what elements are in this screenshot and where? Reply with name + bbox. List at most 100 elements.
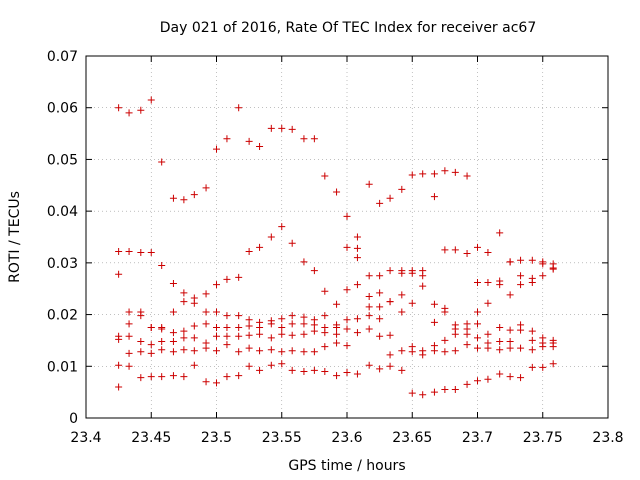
data-point: [408, 348, 416, 356]
data-point: [517, 374, 525, 382]
data-point: [213, 347, 220, 355]
data-point: [343, 325, 351, 333]
data-point: [169, 348, 177, 356]
data-point: [147, 324, 155, 331]
data-point: [300, 367, 308, 375]
data-point: [245, 247, 253, 255]
data-point: [288, 331, 296, 339]
data-point: [223, 324, 231, 331]
data-point: [180, 346, 188, 354]
data-point: [376, 365, 384, 373]
data-point: [278, 324, 286, 331]
data-point: [213, 379, 220, 387]
data-point: [365, 292, 373, 300]
data-point: [517, 256, 525, 264]
data-point: [278, 124, 286, 132]
data-point: [137, 106, 145, 114]
data-point: [517, 344, 525, 352]
data-point: [235, 312, 243, 320]
data-point: [474, 320, 481, 328]
data-point: [169, 372, 177, 380]
data-point: [310, 321, 318, 329]
data-point: [137, 337, 145, 345]
data-point: [430, 193, 438, 201]
data-point: [430, 300, 438, 308]
data-point: [353, 315, 361, 323]
data-point: [235, 324, 243, 331]
data-point: [376, 272, 384, 280]
data-point: [333, 188, 341, 196]
y-tick-label: 0.06: [47, 101, 78, 117]
data-point: [528, 346, 536, 354]
data-point: [451, 386, 459, 394]
x-tick-label: 23.8: [592, 430, 623, 446]
data-point: [245, 362, 253, 370]
y-axis-label: ROTI / TECUs: [7, 191, 23, 283]
data-point: [430, 347, 438, 355]
data-point: [223, 135, 231, 143]
data-point: [376, 315, 384, 323]
data-point: [158, 373, 166, 381]
data-point: [213, 308, 220, 316]
data-point: [256, 324, 264, 331]
data-point: [386, 351, 394, 359]
data-point: [430, 318, 438, 326]
data-point: [496, 370, 504, 378]
data-point: [484, 344, 492, 352]
data-point: [267, 361, 275, 369]
data-point: [549, 265, 557, 273]
data-point: [115, 247, 123, 255]
data-point: [202, 378, 210, 386]
data-point: [321, 329, 329, 337]
data-point: [300, 135, 308, 143]
data-point: [333, 300, 341, 308]
data-point: [496, 229, 504, 237]
x-tick-label: 23.55: [262, 430, 302, 446]
data-point: [115, 104, 123, 112]
data-point: [353, 370, 361, 378]
data-point: [451, 168, 459, 176]
data-point: [517, 281, 525, 289]
data-point: [288, 312, 296, 320]
data-point: [235, 273, 243, 281]
data-point: [549, 343, 557, 351]
data-point: [474, 344, 481, 352]
data-point: [147, 96, 155, 104]
data-point: [180, 334, 188, 342]
y-tick-label: 0.04: [47, 204, 78, 220]
data-point: [202, 290, 210, 298]
data-point: [158, 158, 166, 166]
data-point: [506, 337, 514, 345]
data-point: [539, 260, 547, 268]
data-point: [180, 373, 188, 381]
data-point: [398, 308, 406, 316]
data-point: [321, 287, 329, 295]
data-point: [169, 329, 177, 337]
y-tick-labels: 0 0.01 0.02 0.03 0.04 0.05 0.06 0.07: [47, 49, 78, 427]
data-point: [353, 254, 361, 262]
data-point: [496, 281, 504, 289]
data-point: [353, 329, 361, 337]
data-point: [125, 109, 133, 117]
data-point: [365, 303, 373, 311]
data-point: [147, 373, 155, 381]
data-point: [115, 335, 123, 343]
data-point: [180, 327, 188, 335]
data-point: [484, 249, 492, 257]
data-point: [451, 347, 459, 355]
data-point: [419, 391, 427, 399]
data-point: [300, 348, 308, 356]
data-point: [365, 180, 373, 188]
data-point: [506, 258, 514, 266]
data-point: [278, 348, 286, 356]
data-point: [528, 363, 536, 371]
data-point: [528, 256, 536, 264]
data-point: [528, 327, 536, 335]
data-point: [484, 279, 492, 287]
x-tick-label: 23.7: [462, 430, 493, 446]
data-point: [365, 325, 373, 333]
y-tick-label: 0: [69, 411, 78, 427]
x-tick-label: 23.6: [331, 430, 362, 446]
data-point: [474, 279, 481, 287]
